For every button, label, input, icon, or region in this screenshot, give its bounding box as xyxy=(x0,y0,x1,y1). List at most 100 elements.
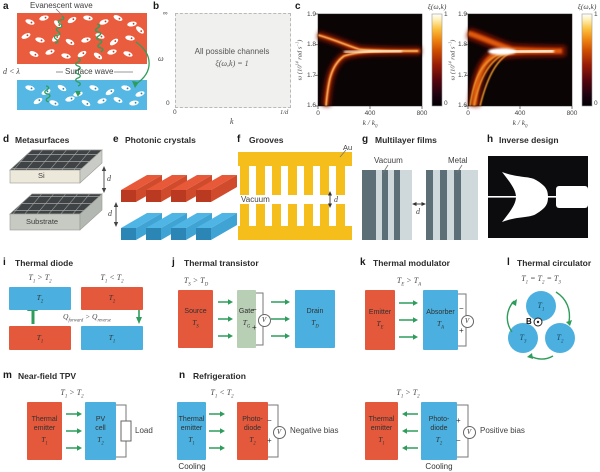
f-vacuum-label: Vacuum xyxy=(240,195,271,204)
gap-arrow-d xyxy=(101,166,107,193)
drain-label: Drain xyxy=(306,308,324,316)
body-t3 xyxy=(508,323,538,353)
positive-bias-label: Positive bias xyxy=(480,426,525,435)
wave-arrowhead-1 xyxy=(75,91,81,97)
photodiode-block-pos: Photo- diode T2 xyxy=(421,402,457,460)
t2-label: T2 xyxy=(108,293,116,305)
c-right-ytick-3: 1.6 xyxy=(457,102,467,109)
neg-bias-plus: + xyxy=(267,436,272,445)
c-right-xtick-0: 0 xyxy=(466,110,470,117)
emitter-label: Emitter xyxy=(368,309,392,317)
b-field-label: B xyxy=(526,317,532,326)
modulator-plus-sign: + xyxy=(459,326,464,335)
panel-letter-j: j xyxy=(172,257,175,268)
t1-label: T1 xyxy=(36,332,44,345)
substrate-label: Substrate xyxy=(26,217,59,226)
panel-letter-n: n xyxy=(179,370,186,381)
multilayer-bars xyxy=(362,170,478,240)
c-left-cb-max: 1 xyxy=(444,11,448,18)
evanescent-wave-diagram xyxy=(17,8,150,110)
panel-letter-c: c xyxy=(295,1,301,12)
c-right-xtick-2: 800 xyxy=(566,110,578,117)
photodiode-block-neg: Photo- diode T2 xyxy=(237,402,268,460)
cooling-label-pos: Cooling xyxy=(425,462,453,471)
cooled-emitter-line2: emitter xyxy=(180,424,203,432)
cold-body xyxy=(17,80,147,110)
c-right-ylabel: ω (1014 rad s−1) xyxy=(447,39,457,81)
drain-temp: TD xyxy=(311,318,319,330)
colorbar-left xyxy=(431,13,443,107)
c-right-xtick-1: 400 xyxy=(514,110,526,117)
t2-label: T2 xyxy=(36,293,44,305)
gate-block: Gate TG xyxy=(237,290,256,348)
panel-title-near-field-tpv: Near-field TPV xyxy=(18,371,77,381)
c-right-ytick-0: 1.9 xyxy=(457,11,467,18)
surface-wave-label: Surface wave xyxy=(65,67,114,76)
c-left-cb-min: 0 xyxy=(444,100,448,107)
panel-title-grooves: Grooves xyxy=(249,135,284,145)
metasurface-graphic xyxy=(9,149,107,231)
c-left-ytick-1: 1.8 xyxy=(306,41,316,48)
cooling-label-neg: Cooling xyxy=(178,462,206,471)
g-metal-label: Metal xyxy=(448,156,468,165)
t1-label: T1 xyxy=(108,332,116,345)
multilayer-annotations xyxy=(382,164,463,206)
g-vacuum-label: Vacuum xyxy=(374,156,403,165)
surface-wave-arc xyxy=(135,41,150,85)
photonic-crystal-rods xyxy=(121,175,237,240)
thermal-particles xyxy=(21,15,145,107)
diode-forward-heading: T1 > T2 xyxy=(28,273,52,285)
panel-letter-k: k xyxy=(360,257,366,268)
absorber-temp: TA xyxy=(436,319,444,331)
b-field-out-icon xyxy=(533,317,543,327)
panel-title-metasurfaces: Metasurfaces xyxy=(15,135,70,145)
refrigeration-neg-heading: T1 < T2 xyxy=(210,388,234,400)
gate-minus-sign: − xyxy=(252,305,257,314)
cooled-emitter-temp: T1 xyxy=(188,434,195,447)
b-xtick-zero: 0 xyxy=(173,109,177,116)
tpv-emitter-temp: T1 xyxy=(41,434,48,447)
modulator-voltage-source: V xyxy=(460,314,474,328)
c-left-xtick-1: 400 xyxy=(364,110,376,117)
c-right-xlabel: k / k0 xyxy=(512,118,528,130)
c-left-xlabel: k / k0 xyxy=(362,118,378,130)
photodiode-pos-line1: Photo- xyxy=(428,416,450,423)
gap-arrow-f xyxy=(328,191,332,208)
heat-flow-arrows xyxy=(66,299,418,451)
pos-bias-plus: + xyxy=(456,416,461,425)
photodiode-neg-temp: T2 xyxy=(249,434,256,447)
cold-squiggle xyxy=(44,85,51,103)
c-left-cb-title: ξ(ω,k) xyxy=(427,2,447,11)
e-gap-label: d xyxy=(108,209,112,218)
c-left-ytick-0: 1.9 xyxy=(306,11,316,18)
diode-reverse-heading: T1 < T2 xyxy=(100,273,124,285)
gate-plus-sign: + xyxy=(252,323,257,332)
panel-letter-d: d xyxy=(3,134,10,145)
inverse-design-graphic xyxy=(488,156,588,238)
f-gap-label: d xyxy=(334,195,338,204)
emitter-temp: TE xyxy=(376,319,384,331)
channel-plot-text-2: ξ(ω,k) = 1 xyxy=(215,59,249,68)
body-t1 xyxy=(526,291,556,321)
pv-line2: cell xyxy=(95,424,106,432)
gate-voltage-source: V xyxy=(257,313,271,327)
refrigeration-pos-heading: T1 > T2 xyxy=(396,388,420,400)
heatmap-left xyxy=(315,13,443,109)
source-label: Source xyxy=(184,308,207,316)
neg-bias-minus: − xyxy=(267,416,272,425)
panel-letter-f: f xyxy=(237,134,241,145)
pos-bias-voltage-source: V xyxy=(462,425,476,439)
tpv-emitter-line2: emitter xyxy=(33,424,56,432)
drain-block: Drain TD xyxy=(295,290,335,348)
panel-letter-a: a xyxy=(3,1,9,12)
evanescent-squiggle-2 xyxy=(94,23,104,53)
panel-title-photonic-crystals: Photonic crystals xyxy=(125,135,196,145)
absorber-block: Absorber TA xyxy=(423,290,458,350)
channel-plot-text-1: All possible channels xyxy=(194,47,270,56)
grooves-graphic xyxy=(238,149,352,240)
c-left-xtick-0: 0 xyxy=(316,110,320,117)
diode-block-hot-bottom: T1 xyxy=(9,326,71,350)
load-label: Load xyxy=(135,426,153,435)
